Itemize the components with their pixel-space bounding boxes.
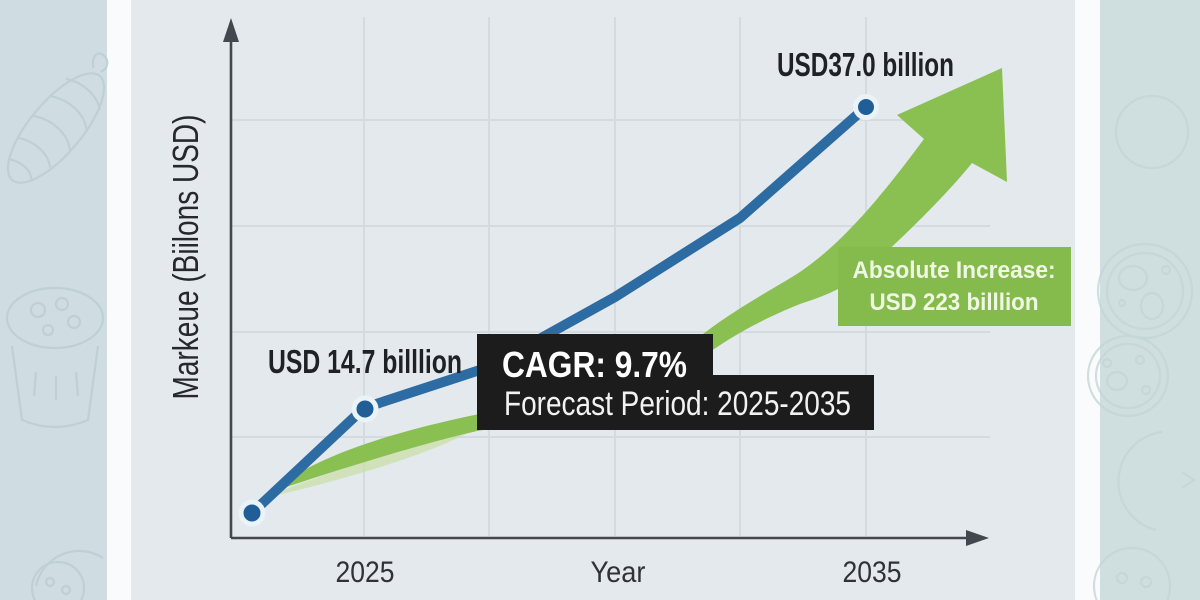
svg-text:USD37.0 billion: USD37.0 billion: [777, 46, 954, 83]
svg-text:USD 223 billlion: USD 223 billlion: [870, 289, 1039, 316]
svg-text:2025: 2025: [336, 556, 395, 589]
svg-text:USD 14.7 billlion: USD 14.7 billlion: [268, 343, 462, 380]
svg-text:Year: Year: [591, 556, 646, 589]
svg-text:Markeue (Biilons USD): Markeue (Biilons USD): [165, 115, 206, 400]
svg-text:CAGR: 9.7%: CAGR: 9.7%: [502, 344, 687, 385]
svg-text:Absolute Increase:: Absolute Increase:: [853, 257, 1056, 284]
svg-text:2035: 2035: [843, 556, 902, 589]
svg-text:Forecast Period: 2025-2035: Forecast Period: 2025-2035: [504, 385, 851, 423]
